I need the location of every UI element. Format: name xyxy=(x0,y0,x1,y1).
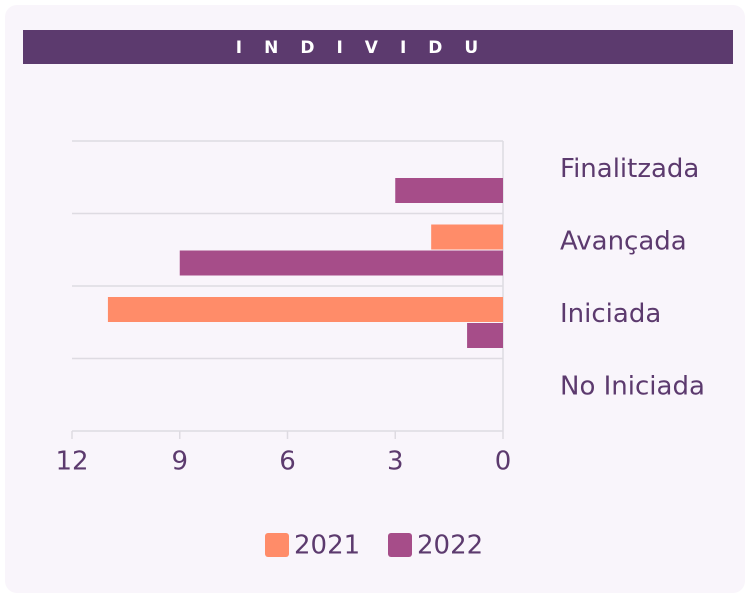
bar xyxy=(395,178,503,203)
legend-label: 2021 xyxy=(294,531,360,561)
bar xyxy=(467,323,503,348)
legend-swatch xyxy=(388,533,412,557)
bar xyxy=(107,297,504,322)
bar xyxy=(179,250,503,276)
x-tick-label: 12 xyxy=(55,447,88,477)
legend-swatch xyxy=(265,533,289,557)
chart-title: INDIVIDU xyxy=(236,38,500,58)
category-label: Avançada xyxy=(560,226,687,256)
bar xyxy=(431,224,503,250)
x-tick-label: 6 xyxy=(279,447,296,477)
category-label: Finalitzada xyxy=(560,154,699,184)
title-banner xyxy=(23,30,733,64)
category-label: No Iniciada xyxy=(560,371,705,401)
x-tick-label: 3 xyxy=(387,447,404,477)
category-label: Iniciada xyxy=(560,299,661,329)
legend-label: 2022 xyxy=(417,531,483,561)
x-tick-label: 9 xyxy=(171,447,188,477)
x-tick-label: 0 xyxy=(495,447,512,477)
